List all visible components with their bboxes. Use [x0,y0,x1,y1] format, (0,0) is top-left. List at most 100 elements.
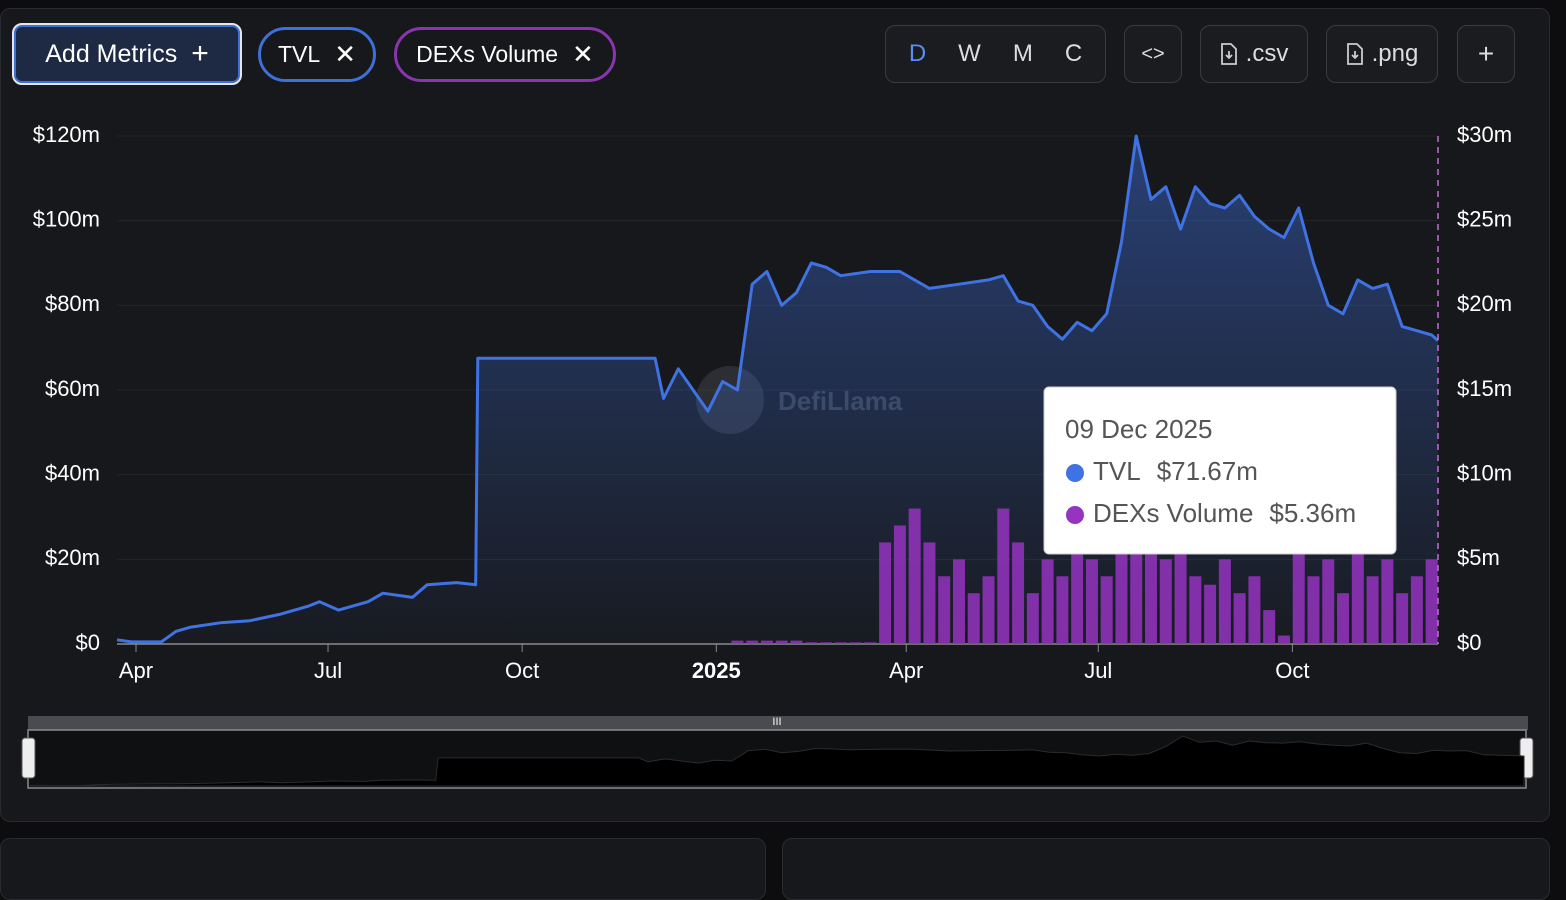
bar [1041,559,1054,644]
bar [1381,559,1394,644]
y-tick-label: $100m [33,206,100,231]
bar [967,593,980,644]
bar [1263,610,1276,644]
tooltip-series-name: DEXs Volume [1093,498,1253,528]
bar [731,640,744,644]
navigator-area [29,735,1525,787]
x-tick-label: Oct [505,658,539,683]
card [782,838,1550,900]
bar [790,640,803,644]
y-tick-label: $80m [45,291,100,316]
bar [1085,559,1098,644]
bar [1337,593,1350,644]
bar [938,576,951,644]
metric-chip[interactable]: TVL ✕ [258,27,376,82]
line [116,134,1439,644]
bar [1189,576,1202,644]
period-group: D W M C [885,25,1106,83]
bar [1277,635,1290,644]
csv-button[interactable]: .csv [1200,25,1308,83]
bar [1100,576,1113,644]
bar [1248,576,1261,644]
bar [834,642,847,644]
tooltip-value: $71.67m [1157,456,1258,486]
x-tick-label: Apr [889,658,923,683]
y-tick-label: $20m [45,545,100,570]
bar [805,642,818,644]
bar [760,640,773,644]
y2-tick-label: $5m [1457,545,1500,570]
bar [1218,559,1231,644]
embed-button[interactable]: <> [1124,25,1182,83]
chart: $0 $20m $40m $60m $80m $100m $120m $0 $5m $10m $15… [21,122,1534,789]
bar [864,642,877,644]
bar [1115,542,1128,644]
plus-icon: + [191,37,209,70]
bar [1159,559,1172,644]
close-icon[interactable]: ✕ [334,39,356,69]
tooltip-value: $5.36m [1269,498,1356,528]
tooltip-dot [1066,464,1084,482]
bar [1012,542,1025,644]
bar [1174,525,1187,644]
navigator-handle[interactable] [21,737,36,779]
y-tick-label: $0 [76,630,100,655]
bar [746,640,759,644]
bar [1071,542,1084,644]
x-tick-label: 2025 [692,658,741,683]
bar [1233,593,1246,644]
period-button[interactable]: D [908,40,927,67]
tooltip-dot [1066,506,1084,524]
bar [879,542,892,644]
close-icon[interactable]: ✕ [572,39,594,69]
y2-tick-label: $10m [1457,460,1512,485]
navigator-grip[interactable]: III [772,716,781,728]
y-tick-label: $120m [33,122,100,147]
bar [820,642,833,644]
y-tick-label: $40m [45,460,100,485]
bar [982,576,995,644]
chip-label: DEXs Volume [416,41,559,67]
bar [1204,584,1217,644]
y2-tick-label: $0 [1457,630,1481,655]
y2-tick-label: $20m [1457,291,1512,316]
metric-chip[interactable]: DEXs Volume ✕ [394,27,616,82]
button-label: Add Metrics [45,39,178,68]
y2-tick-label: $15m [1457,376,1512,401]
navigator-bar[interactable] [28,716,1528,730]
x-tick-label: Jul [1084,658,1112,683]
bar [1026,593,1039,644]
bar [997,508,1010,644]
file-icon [1346,43,1363,65]
bar [1056,576,1069,644]
period-button[interactable]: C [1064,40,1083,67]
bar [1410,576,1423,644]
period-button[interactable]: W [958,40,981,67]
period-button[interactable]: M [1012,40,1033,67]
bar [1425,559,1438,644]
add-button[interactable]: + [1457,25,1515,83]
png-button[interactable]: .png [1326,25,1438,83]
x-tick-label: Jul [314,658,342,683]
bar [908,508,921,644]
bar [1307,576,1320,644]
bar [849,642,862,644]
tooltip-row: DEXs Volume $5.36m [1093,498,1356,528]
add-metrics-button[interactable]: Add Metrics + [12,23,242,85]
chip-label: TVL [278,41,321,67]
bar [1351,525,1364,644]
bar [1396,593,1409,644]
tooltip-row: TVL $71.67m [1093,456,1258,486]
bar [1322,559,1335,644]
y2-tick-label: $25m [1457,206,1512,231]
page: Add Metrics + TVL ✕ DEXs Volume ✕ D W M C <… [0,8,1550,900]
x-tick-label: Oct [1275,658,1309,683]
bar [923,542,936,644]
card [0,838,766,900]
tooltip-series-name: TVL [1093,456,1141,486]
file-icon [1220,43,1237,65]
button-label: .csv [1245,40,1289,67]
bar [775,640,788,644]
y-tick-label: $60m [45,376,100,401]
tooltip [1043,386,1397,555]
